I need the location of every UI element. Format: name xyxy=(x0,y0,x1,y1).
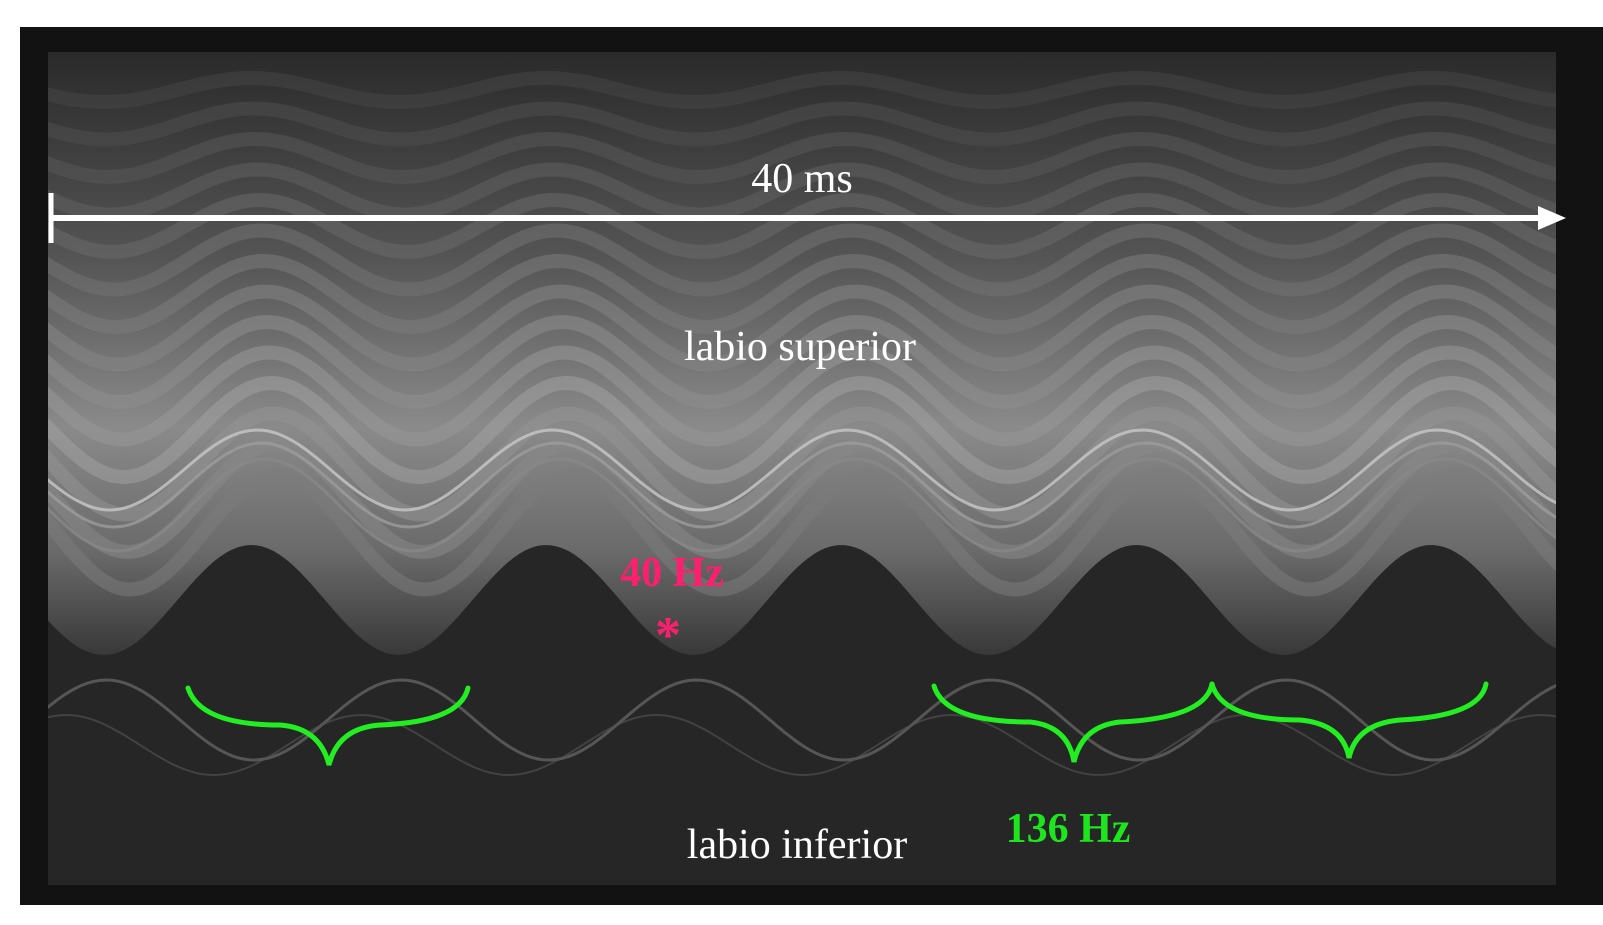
lower-lip-label: labio inferior xyxy=(687,822,907,868)
duration-label: 40 ms xyxy=(751,156,853,202)
upper-lip-label: labio superior xyxy=(684,324,916,370)
low-frequency-label: 40 Hz xyxy=(620,550,724,596)
high-frequency-label: 136 Hz xyxy=(1006,806,1131,852)
marker-asterisk: * xyxy=(655,607,681,664)
figure: 40 ms labio superior 40 Hz * labio infer… xyxy=(0,0,1603,925)
